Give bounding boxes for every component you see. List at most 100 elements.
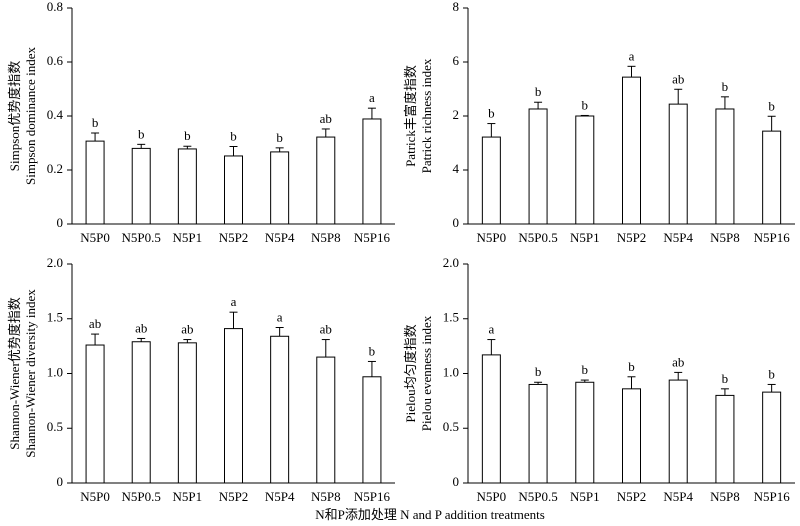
significance-letter: b [488, 106, 495, 121]
x-tick-label: N5P16 [754, 489, 791, 504]
bar [224, 155, 243, 225]
significance-letter: ab [181, 322, 193, 337]
significance-letter: a [277, 309, 283, 324]
significance-letter: ab [320, 322, 332, 337]
y-tick-label: 0.5 [443, 419, 459, 434]
y-tick-label: 0.4 [47, 107, 64, 122]
y-tick-label: 0.2 [47, 161, 63, 176]
bar [528, 383, 548, 484]
y-tick-label: 1.5 [443, 310, 459, 325]
x-tick-label: N5P0.5 [518, 489, 557, 504]
significance-letter: b [369, 343, 376, 358]
y-tick-label: 2.0 [47, 255, 63, 270]
y-tick-label: 1.0 [443, 364, 459, 379]
x-tick-label: N5P4 [265, 489, 295, 504]
bar [481, 354, 501, 484]
x-tick-label: N5P2 [219, 230, 249, 245]
bar [715, 394, 735, 484]
significance-letter: ab [135, 320, 147, 335]
bar [762, 130, 782, 225]
bar [362, 118, 382, 225]
y-tick-label: 0 [57, 215, 64, 230]
y-tick-label: 4 [453, 161, 460, 176]
bar [575, 115, 595, 225]
x-tick-label: N5P0 [477, 230, 507, 245]
significance-letter: b [768, 98, 775, 113]
y-tick-label: 8 [453, 0, 460, 14]
bar [622, 76, 641, 225]
x-tick-label: N5P4 [663, 489, 693, 504]
significance-letter: b [184, 128, 191, 143]
significance-letter: b [582, 362, 589, 377]
x-tick-label: N5P1 [570, 230, 600, 245]
y-tick-label: 1.0 [47, 364, 63, 379]
x-tick-label: N5P0 [80, 489, 110, 504]
y-axis-title: Simpson dominance index [23, 47, 38, 185]
bar [528, 108, 548, 225]
y-tick-label: 0.6 [47, 53, 64, 68]
y-tick-label: 2.0 [443, 255, 459, 270]
x-tick-label: N5P4 [663, 230, 693, 245]
y-tick-label: 0.8 [47, 0, 63, 14]
x-tick-label: N5P0 [80, 230, 110, 245]
bar [85, 344, 105, 484]
y-axis-title: Pielou均匀度指数 [403, 324, 418, 422]
x-tick-label: N5P0 [477, 489, 507, 504]
x-tick-label: N5P1 [173, 489, 203, 504]
y-axis-title: Shannon-Wiener优势度指数 [7, 297, 22, 450]
bar [131, 147, 151, 225]
bar [177, 148, 197, 225]
significance-letter: b [628, 359, 635, 374]
y-axis-title: Patrick丰富度指数 [403, 65, 418, 167]
x-tick-label: N5P2 [219, 489, 249, 504]
bar [316, 356, 336, 484]
significance-letter: b [535, 84, 542, 99]
x-axis-title: N和P添加处理 N and P addition treatments [315, 507, 545, 522]
significance-letter: b [722, 79, 729, 94]
significance-letter: b [582, 97, 589, 112]
y-axis-title: Pielou evenness index [419, 315, 434, 431]
x-tick-label: N5P1 [173, 230, 203, 245]
y-tick-label: 2 [453, 107, 460, 122]
y-tick-label: 1.5 [47, 310, 63, 325]
significance-letter: a [488, 322, 494, 337]
x-tick-label: N5P16 [754, 230, 791, 245]
bar [270, 151, 290, 225]
significance-letter: a [231, 294, 237, 309]
bar [224, 328, 243, 484]
bar [270, 335, 290, 484]
y-axis-title: Simpson优势度指数 [7, 61, 22, 172]
bar [668, 379, 688, 484]
y-tick-label: 0 [453, 474, 460, 489]
x-tick-label: N5P16 [354, 230, 391, 245]
bar [481, 136, 501, 225]
y-tick-label: 0 [453, 215, 460, 230]
significance-letter: b [138, 126, 145, 141]
significance-letter: b [722, 371, 729, 386]
bar [316, 136, 336, 225]
x-tick-label: N5P4 [265, 230, 295, 245]
y-axis-title: Shannon-Wiener diversity index [23, 289, 38, 458]
significance-letter: ab [672, 71, 684, 86]
x-tick-label: N5P8 [311, 230, 341, 245]
x-tick-label: N5P8 [710, 489, 740, 504]
bar [177, 342, 197, 484]
x-tick-label: N5P2 [617, 489, 647, 504]
significance-letter: a [629, 48, 635, 63]
y-tick-label: 0.5 [47, 419, 63, 434]
x-tick-label: N5P8 [710, 230, 740, 245]
bar [668, 103, 688, 225]
y-tick-label: 6 [453, 53, 460, 68]
significance-letter: b [768, 366, 775, 381]
bar [715, 108, 735, 225]
significance-letter: b [230, 128, 237, 143]
bar [131, 341, 151, 484]
bar [622, 388, 641, 484]
x-tick-label: N5P1 [570, 489, 600, 504]
significance-letter: a [369, 90, 375, 105]
y-axis-title: Patrick richness index [419, 58, 434, 173]
significance-letter: ab [320, 111, 332, 126]
x-tick-label: N5P0.5 [122, 230, 161, 245]
